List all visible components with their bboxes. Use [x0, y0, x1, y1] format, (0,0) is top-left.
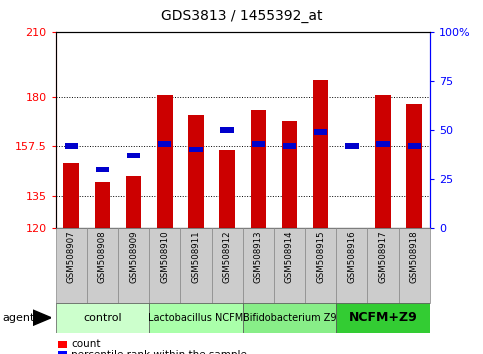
Polygon shape	[33, 310, 51, 325]
Bar	[251, 110, 266, 228]
Text: GSM508909: GSM508909	[129, 230, 138, 283]
FancyBboxPatch shape	[180, 228, 212, 303]
Text: GDS3813 / 1455392_at: GDS3813 / 1455392_at	[161, 9, 322, 23]
FancyBboxPatch shape	[56, 303, 149, 333]
FancyBboxPatch shape	[398, 228, 430, 303]
FancyBboxPatch shape	[149, 228, 180, 303]
FancyBboxPatch shape	[149, 303, 242, 333]
FancyBboxPatch shape	[336, 228, 368, 303]
FancyBboxPatch shape	[56, 228, 87, 303]
Bar	[408, 143, 421, 149]
Text: Bifidobacterium Z9: Bifidobacterium Z9	[243, 313, 336, 323]
FancyBboxPatch shape	[242, 303, 336, 333]
Bar	[96, 167, 109, 172]
FancyBboxPatch shape	[242, 228, 274, 303]
Text: control: control	[83, 313, 122, 323]
Text: GSM508917: GSM508917	[379, 230, 387, 283]
Bar	[283, 143, 296, 149]
Text: count: count	[71, 339, 101, 349]
Bar	[220, 127, 234, 133]
Bar	[157, 95, 172, 228]
Bar	[376, 141, 390, 147]
Text: NCFM+Z9: NCFM+Z9	[349, 311, 417, 324]
Text: GSM508915: GSM508915	[316, 230, 325, 283]
Bar	[95, 183, 110, 228]
Bar	[314, 129, 327, 135]
Text: Lactobacillus NCFM: Lactobacillus NCFM	[148, 313, 243, 323]
FancyBboxPatch shape	[212, 228, 242, 303]
FancyBboxPatch shape	[87, 228, 118, 303]
Text: GSM508916: GSM508916	[347, 230, 356, 283]
FancyBboxPatch shape	[368, 228, 398, 303]
Bar	[158, 141, 171, 147]
FancyBboxPatch shape	[305, 228, 336, 303]
Bar	[282, 121, 298, 228]
Bar	[252, 141, 265, 147]
Text: GSM508911: GSM508911	[191, 230, 200, 283]
Text: GSM508907: GSM508907	[67, 230, 76, 283]
Bar	[407, 104, 422, 228]
Bar	[188, 115, 204, 228]
Bar	[375, 95, 391, 228]
Text: GSM508908: GSM508908	[98, 230, 107, 283]
Text: GSM508910: GSM508910	[160, 230, 169, 283]
Text: agent: agent	[2, 313, 35, 323]
FancyBboxPatch shape	[336, 303, 430, 333]
Text: GSM508912: GSM508912	[223, 230, 232, 283]
Bar	[65, 143, 78, 149]
Text: GSM508913: GSM508913	[254, 230, 263, 283]
Text: percentile rank within the sample: percentile rank within the sample	[71, 350, 247, 354]
Bar	[127, 153, 140, 158]
Bar	[126, 176, 142, 228]
Bar	[189, 147, 202, 153]
Bar	[313, 80, 328, 228]
FancyBboxPatch shape	[274, 228, 305, 303]
Text: GSM508914: GSM508914	[285, 230, 294, 283]
Text: GSM508918: GSM508918	[410, 230, 419, 283]
FancyBboxPatch shape	[118, 228, 149, 303]
Bar	[219, 150, 235, 228]
Bar	[345, 143, 358, 149]
Bar	[63, 163, 79, 228]
